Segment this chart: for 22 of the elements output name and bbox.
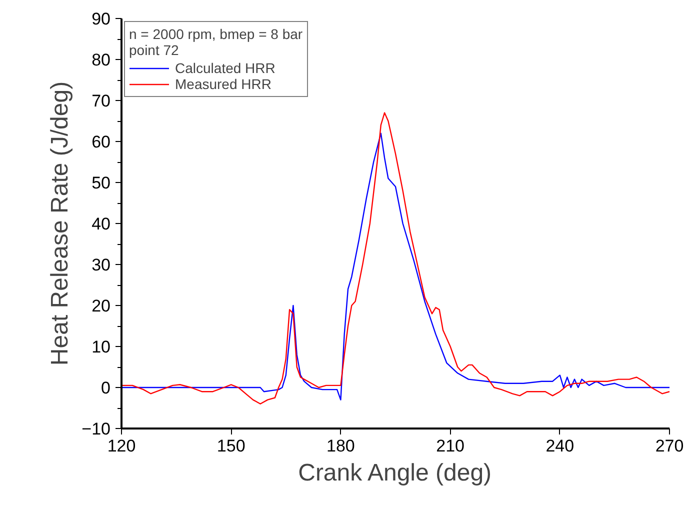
x-tick-label: 150 <box>216 436 246 456</box>
legend-label: Measured HRR <box>175 76 272 92</box>
y-tick-label: 40 <box>92 214 111 234</box>
y-tick-label: 70 <box>92 92 111 110</box>
y-tick-label: 90 <box>92 10 111 28</box>
x-tick-label: 240 <box>546 436 574 456</box>
x-axis-title: Crank Angle (deg) <box>298 460 492 486</box>
y-tick-label: −10 <box>82 420 111 438</box>
y-tick-label: 50 <box>92 174 111 192</box>
legend-label: Calculated HRR <box>175 60 276 76</box>
x-tick-label: 120 <box>107 436 136 456</box>
y-axis-title: Heat Release Rate (J/deg) <box>46 81 74 366</box>
y-tick-label: 20 <box>92 296 111 316</box>
y-tick-label: 60 <box>92 132 111 152</box>
y-tick-label: 30 <box>92 256 111 274</box>
x-tick-label: 270 <box>655 436 684 456</box>
y-tick-label: 0 <box>101 378 111 398</box>
y-tick-label: 10 <box>92 338 111 356</box>
x-tick-label: 180 <box>326 436 355 456</box>
legend-title: n = 2000 rpm, bmep = 8 bar point 72 <box>129 26 303 58</box>
x-tick-label: 210 <box>436 436 464 456</box>
y-tick-label: 80 <box>92 50 111 70</box>
